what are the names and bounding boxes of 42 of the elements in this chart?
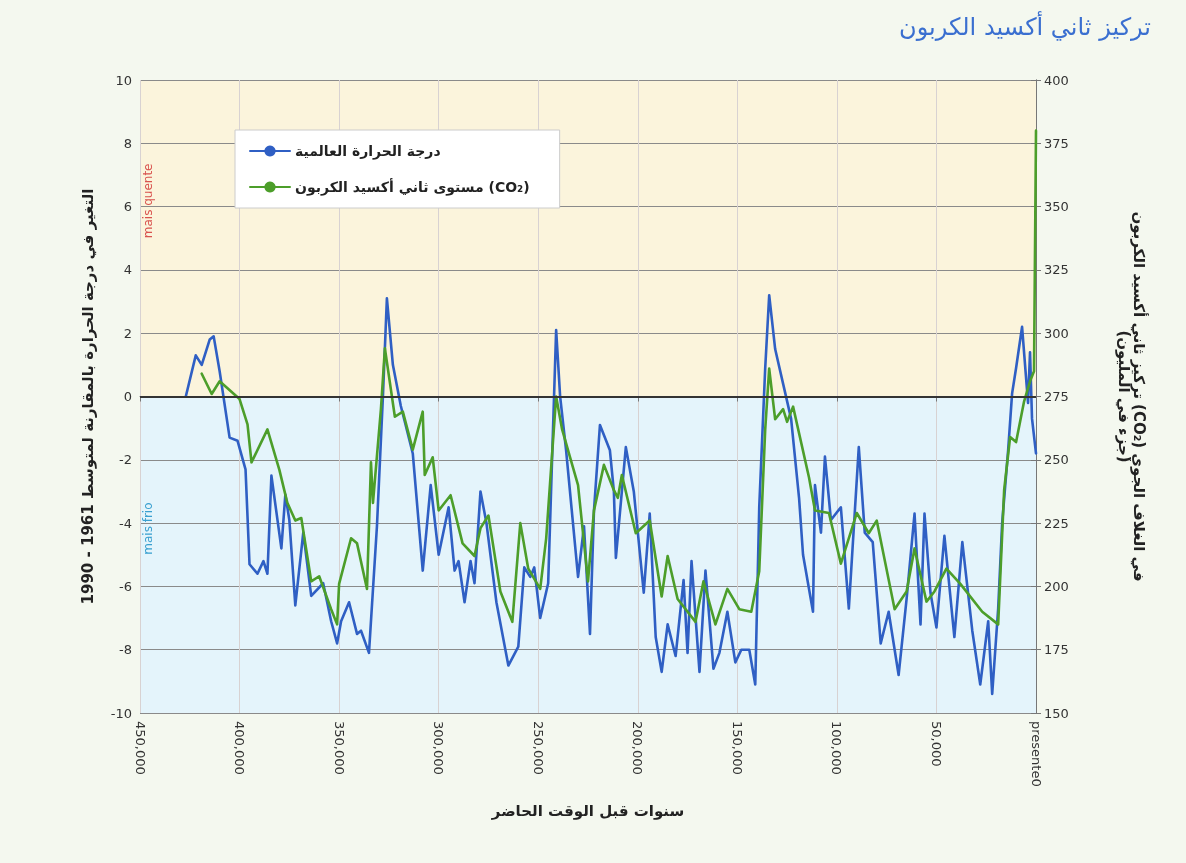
y2-tick-label: 400 [1044,72,1069,88]
x-tick-label: 150,000 [729,721,745,775]
line-series [184,293,1038,696]
y-tick-label: -8 [119,642,132,658]
y-tick-label: 10 [115,72,132,88]
y-tick-label: -2 [119,452,132,468]
x-tick-label: 200,000 [630,721,646,775]
x-tick-label: 300,000 [431,721,447,775]
band-label: mais quente [141,163,155,239]
y2-tick-label: 275 [1044,389,1069,404]
x-tick-label: 400,000 [232,721,248,775]
y2-tick-label: 325 [1044,262,1069,278]
y-axis-title: التغير في درجة الحرارة بالمقارنة لمتوسط 1961 - 1990 [78,188,97,605]
x-tick-label: 50,000 [928,721,944,767]
chart-title: تركيز ثاني أكسيد الكربون [899,11,1151,41]
y2-tick-label: 225 [1044,515,1069,531]
y2-tick-label: 250 [1044,452,1069,468]
line-series [200,129,1038,626]
legend-label: مستوى ثاني أكسيد الكربون (CO₂) [295,178,530,196]
y-tick-label: 4 [123,262,132,278]
y-tick-label: 0 [123,389,132,404]
y-tick-label: 2 [123,325,132,341]
y2-tick-label: 350 [1044,199,1069,215]
y2-tick-label: 300 [1044,325,1069,341]
y2-tick-label: 375 [1044,135,1069,151]
y2-tick-label: 150 [1044,705,1069,721]
y-tick-label: 6 [123,199,132,215]
y2-axis-title: تركيز ثاني أكسيد الكربون (CO₂) في الغلاف الجوي (جزء في المليون) [1114,211,1149,582]
x-tick-label: 350,000 [331,721,347,775]
band-label: mais frio [141,502,155,555]
y-tick-label: 8 [123,135,132,151]
x-tick-label: 250,000 [530,721,546,775]
y-tick-label: -4 [119,515,132,531]
x-axis-title: سنوات قبل الوقت الحاضر [490,801,685,820]
x-tick-label: presente0 [1028,721,1044,787]
y2-tick-label: 175 [1044,642,1069,658]
legend-label: درجة الحرارة العالمية [295,143,441,160]
y2-tick-label: 200 [1044,578,1069,594]
x-tick-label: 100,000 [829,721,845,775]
x-tick-label: 450,000 [132,721,148,775]
y-tick-label: -6 [119,578,132,594]
y-tick-label: -10 [110,705,132,721]
